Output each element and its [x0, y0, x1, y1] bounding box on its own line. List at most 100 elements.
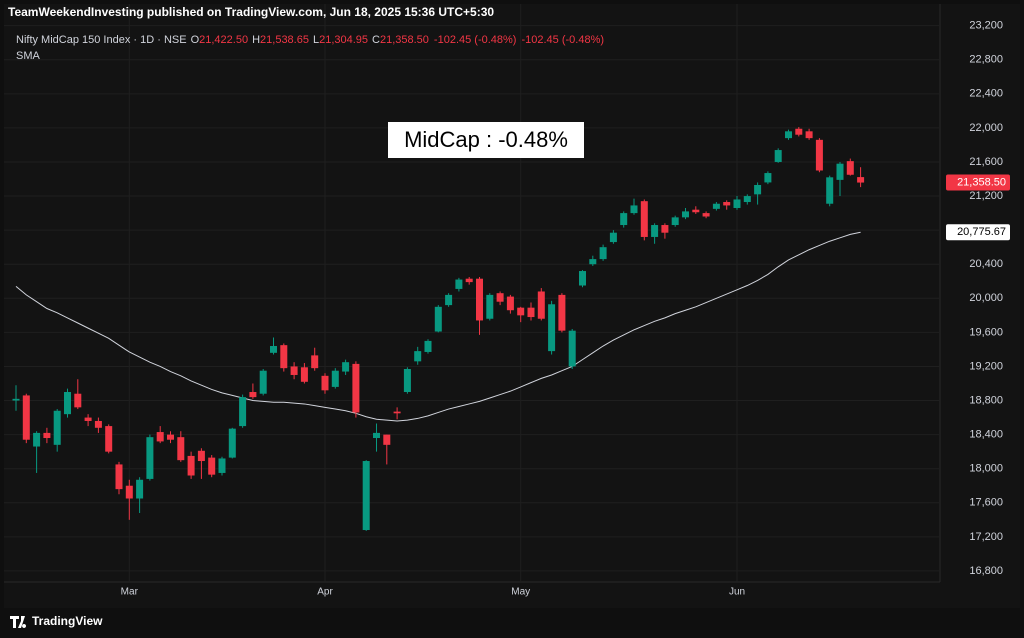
legend-value: 21,304.95: [319, 34, 368, 46]
y-tick-label: 20,000: [969, 292, 1003, 304]
x-tick-label: May: [511, 587, 530, 598]
sma-price-box: [946, 224, 1010, 241]
candle-body: [857, 177, 865, 183]
y-tick-label: 22,400: [969, 88, 1003, 100]
candle-body: [568, 330, 576, 367]
marks: [12, 127, 865, 531]
legend-change: -102.45 (-0.48%): [521, 34, 604, 46]
candle-body: [846, 161, 854, 175]
candle-body: [712, 203, 720, 209]
candle-body: [599, 247, 607, 260]
candle-body: [239, 397, 247, 427]
candle-body: [167, 434, 174, 440]
y-tick-label: 18,400: [969, 429, 1003, 441]
candle-body: [105, 426, 113, 452]
candle-body: [125, 485, 133, 499]
candle-body: [548, 304, 556, 352]
sma-line: [15, 231, 861, 422]
candle-body: [826, 177, 834, 204]
candle-body: [342, 362, 350, 372]
y-tick-label: 22,000: [969, 122, 1003, 134]
candle-body: [84, 417, 92, 421]
candle-body: [311, 355, 319, 369]
y-tick-label: 21,200: [969, 190, 1003, 202]
candle-body: [661, 225, 669, 233]
candle-body: [682, 211, 689, 218]
x-tick-label: Apr: [317, 587, 333, 598]
candle-body: [640, 201, 648, 237]
brand: TradingView: [10, 614, 103, 628]
candle-body: [393, 411, 401, 414]
candle-body: [115, 464, 123, 490]
y-tick-label: 23,200: [969, 20, 1003, 32]
y-tick-label: 17,200: [969, 531, 1003, 543]
candle-body: [733, 199, 741, 208]
candle-body: [815, 139, 823, 171]
candle-body: [743, 196, 751, 203]
candle-body: [692, 209, 700, 213]
candle-body: [249, 392, 257, 398]
candle-body: [331, 370, 339, 387]
candle-body: [33, 432, 41, 447]
candle-body: [496, 293, 504, 302]
candle-body: [558, 294, 566, 331]
grid: [4, 4, 940, 582]
candle-body: [445, 294, 453, 306]
candle-body: [43, 432, 51, 439]
candle-body: [630, 205, 638, 214]
candle-body: [671, 217, 679, 226]
candle-body: [94, 420, 102, 428]
candle-body: [589, 259, 597, 265]
candle-body: [465, 278, 473, 283]
candle-body: [146, 437, 154, 479]
candle-body: [187, 455, 195, 476]
candle-body: [373, 432, 380, 439]
legend-symbol: Nifty MidCap 150 Index · 1D · NSE: [16, 34, 187, 46]
candle-body: [352, 363, 360, 413]
sma-price-label: 20,775.67: [957, 226, 1006, 238]
candle-body: [579, 271, 586, 286]
candle-body: [537, 291, 545, 319]
legend: Nifty MidCap 150 Index · 1D · NSE O21,422…: [16, 34, 604, 46]
candle-body: [651, 225, 659, 237]
candle-body: [785, 131, 792, 139]
candle-body: [527, 307, 535, 318]
last-price-box: [946, 174, 1010, 191]
candle-body: [836, 163, 844, 180]
x-tick-label: Jun: [729, 587, 745, 598]
candle-body: [414, 351, 422, 362]
header: TeamWeekendInvesting published on Tradin…: [8, 5, 494, 19]
candle-body: [774, 150, 782, 162]
candle-body: [177, 437, 185, 461]
candle-body: [476, 278, 483, 321]
y-tick-label: 19,600: [969, 326, 1003, 338]
candle-body: [53, 410, 61, 445]
candle-body: [74, 393, 82, 408]
y-tick-label: 18,000: [969, 463, 1003, 475]
candle-body: [424, 340, 432, 352]
candle-body: [455, 279, 463, 289]
candle-body: [290, 366, 298, 375]
candle-body: [702, 213, 710, 217]
candle-body: [486, 294, 494, 319]
y-tick-label: 22,800: [969, 54, 1003, 66]
candle-body: [280, 345, 288, 369]
y-tick-label: 16,800: [969, 565, 1003, 577]
candle-body: [136, 479, 144, 499]
candle-body: [22, 395, 30, 440]
candle-body: [764, 173, 772, 183]
y-tick-label: 17,600: [969, 497, 1003, 509]
last-price-label: 21,358.50: [957, 176, 1006, 188]
candle-body: [259, 370, 267, 394]
candle-body: [506, 296, 514, 311]
legend-key: H: [252, 34, 260, 46]
candle-body: [517, 307, 525, 316]
brand-logo: [10, 616, 27, 628]
y-tick-label: 21,600: [969, 156, 1003, 168]
y-tick-label: 19,200: [969, 360, 1003, 372]
legend-change: -102.45 (-0.48%): [434, 34, 517, 46]
candle-body: [218, 458, 226, 473]
candle-body: [64, 392, 71, 415]
legend-value: 21,422.50: [199, 34, 248, 46]
